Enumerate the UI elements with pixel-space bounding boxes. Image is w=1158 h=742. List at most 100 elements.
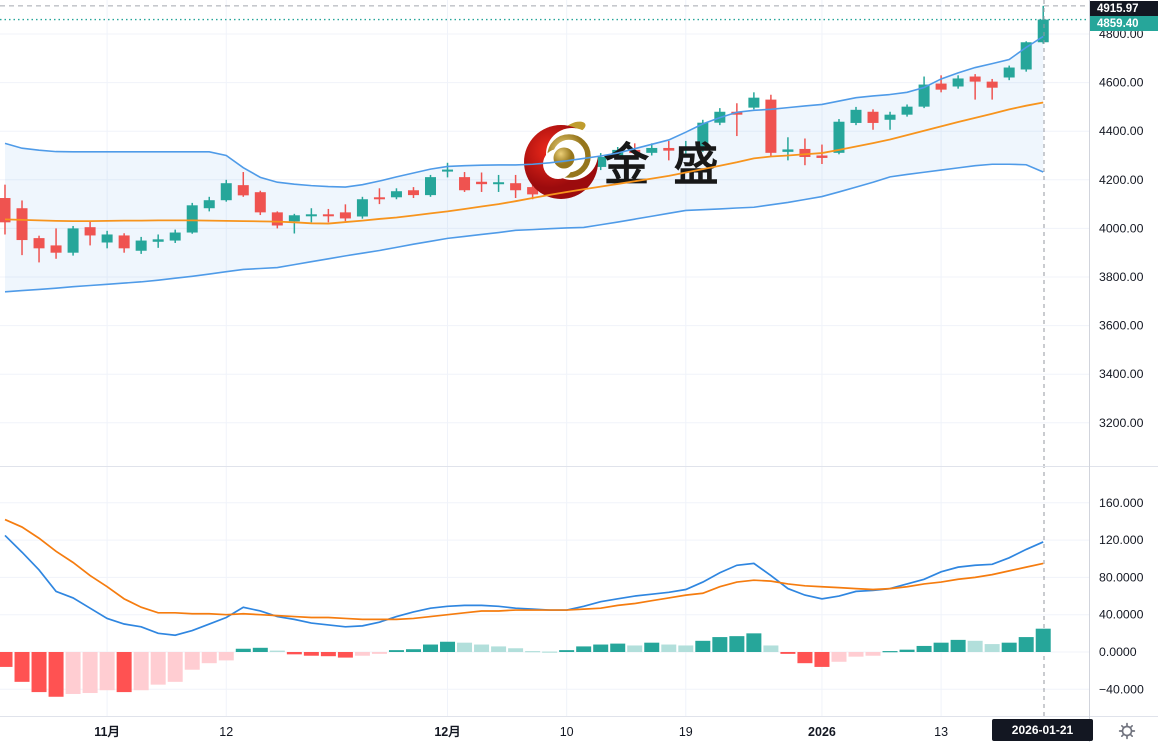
candle-body bbox=[220, 183, 232, 201]
macd-bar bbox=[814, 652, 830, 667]
macd-bar bbox=[269, 650, 285, 652]
macd-bar bbox=[388, 650, 404, 652]
candle-body bbox=[1037, 19, 1049, 43]
indicator-label: 80.0000 bbox=[1099, 570, 1144, 584]
candle-body bbox=[390, 191, 402, 198]
candle-body bbox=[305, 214, 317, 217]
macd-bar bbox=[950, 639, 966, 652]
price-label: 4600.00 bbox=[1099, 76, 1144, 90]
candle-body bbox=[748, 97, 760, 108]
candle-body bbox=[101, 234, 113, 243]
candle-body bbox=[356, 199, 368, 217]
macd-bar bbox=[508, 648, 524, 652]
macd-bar bbox=[610, 643, 626, 652]
macd-bar bbox=[763, 645, 779, 652]
candle-body bbox=[237, 185, 249, 196]
candle-body bbox=[697, 122, 709, 150]
macd-bar bbox=[303, 652, 319, 656]
candle-body bbox=[50, 245, 62, 253]
candle-body bbox=[799, 148, 811, 157]
macd-bar bbox=[491, 646, 507, 652]
candle-body bbox=[0, 198, 11, 223]
current-date-value: 2026-01-21 bbox=[1011, 723, 1074, 737]
macd-bar bbox=[797, 652, 813, 664]
candle-body bbox=[135, 240, 147, 251]
macd-bar bbox=[218, 652, 234, 661]
macd-bar bbox=[882, 651, 898, 653]
indicator-label: 40.0000 bbox=[1099, 608, 1144, 622]
macd-bar bbox=[252, 647, 268, 652]
candle-body bbox=[186, 205, 198, 233]
macd-bar bbox=[440, 641, 456, 652]
logo-gold-ball bbox=[553, 147, 575, 169]
candle-body bbox=[459, 177, 471, 191]
candle-body bbox=[646, 147, 658, 153]
candle-body bbox=[850, 109, 862, 123]
candle-body bbox=[969, 76, 981, 82]
high-price-value: 4915.97 bbox=[1097, 2, 1139, 15]
macd-bar bbox=[184, 652, 200, 670]
macd-bar bbox=[661, 644, 677, 652]
candle-body bbox=[373, 197, 385, 200]
macd-bar bbox=[746, 633, 762, 652]
macd-bar bbox=[150, 652, 166, 685]
macd-bar bbox=[405, 649, 421, 652]
time-axis[interactable] bbox=[0, 716, 1090, 742]
candle-body bbox=[833, 121, 845, 153]
macd-bar bbox=[286, 652, 302, 655]
macd-bar bbox=[474, 644, 490, 652]
macd-bar bbox=[99, 652, 115, 691]
candle-body bbox=[203, 200, 215, 209]
time-label: 12 bbox=[219, 725, 233, 739]
price-label: 4000.00 bbox=[1099, 221, 1144, 235]
macd-bar bbox=[82, 652, 98, 694]
settings-button[interactable] bbox=[1116, 720, 1138, 742]
indicator-label: 160.000 bbox=[1099, 496, 1144, 510]
macd-bar bbox=[831, 652, 847, 662]
macd-bar bbox=[235, 648, 251, 652]
candle-body bbox=[986, 81, 998, 88]
time-label: 2026 bbox=[808, 725, 836, 739]
macd-bar bbox=[1035, 628, 1051, 652]
macd-bar bbox=[984, 644, 1000, 652]
macd-bar bbox=[14, 652, 30, 682]
macd-bar bbox=[593, 644, 609, 652]
time-label: 11月 bbox=[94, 725, 120, 739]
macd-bar bbox=[0, 652, 13, 667]
indicator-label: 0.0000 bbox=[1099, 645, 1137, 659]
candle-body bbox=[510, 183, 522, 191]
price-axis[interactable] bbox=[1089, 0, 1158, 716]
macd-bar bbox=[729, 636, 745, 652]
macd-bar bbox=[916, 645, 932, 652]
macd-bar bbox=[644, 642, 660, 652]
high-price-badge: 4915.97 bbox=[1090, 1, 1158, 16]
candle-body bbox=[169, 232, 181, 241]
macd-bar bbox=[354, 652, 370, 656]
candle-body bbox=[595, 156, 607, 167]
macd-bar bbox=[967, 640, 983, 652]
candle-body bbox=[1003, 67, 1015, 78]
candle-body bbox=[118, 235, 130, 249]
gear-icon bbox=[1118, 722, 1136, 740]
price-label: 4400.00 bbox=[1099, 124, 1144, 138]
candle-body bbox=[765, 99, 777, 153]
candle-body bbox=[1020, 42, 1032, 70]
candle-body bbox=[84, 227, 96, 236]
macd-dea-line bbox=[4, 518, 1044, 621]
jinsheng-logo-watermark: 金 盛 bbox=[524, 121, 719, 199]
macd-bar bbox=[848, 652, 864, 657]
candle-body bbox=[663, 147, 675, 151]
bollinger-middle-line bbox=[4, 101, 1044, 225]
time-label: 10 bbox=[560, 725, 574, 739]
last-price-badge: 4859.40 bbox=[1090, 16, 1158, 31]
candle-body bbox=[884, 114, 896, 120]
bollinger-upper-line bbox=[4, 35, 1044, 188]
time-label: 19 bbox=[679, 725, 693, 739]
macd-bar bbox=[116, 652, 132, 693]
candle-body bbox=[935, 83, 947, 90]
candle-body bbox=[271, 212, 283, 226]
candle-body bbox=[288, 215, 300, 222]
indicator-label: 120.000 bbox=[1099, 533, 1144, 547]
